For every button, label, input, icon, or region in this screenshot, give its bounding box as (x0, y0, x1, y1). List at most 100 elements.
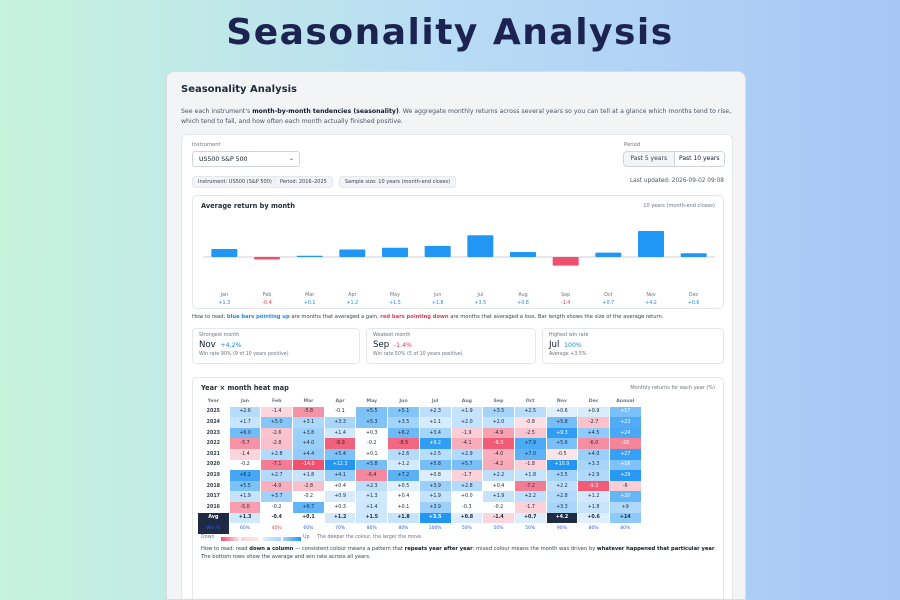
heatmap-help: How to read: read down a column — consis… (201, 546, 717, 560)
heatmap-cell: +1.4 (356, 501, 388, 513)
heatmap-cell: +5.8 (546, 417, 578, 428)
data-label: -0.4 (262, 300, 271, 306)
heatmap-cell: +1.8 (293, 470, 324, 481)
period-label: Period (624, 142, 641, 148)
heatmap-cell: +5.8 (419, 459, 451, 471)
heatmap-cell: -1.4 (261, 406, 293, 418)
heatmap-cell: +6.0 (229, 427, 261, 439)
heatmap-cell: +6.2 (388, 427, 419, 439)
heatmap-cell: -0.2 (261, 501, 293, 513)
heatmap-title: Year × month heat map (201, 384, 289, 392)
heatmap-cell: +3.5 (483, 406, 514, 418)
heatmap-cell: +0.1 (356, 448, 388, 460)
heatmap-row: 2023 +6.0 -2.6 +3.8 +1.4 +0.3 +6.2 +3.4 -1.9 -4.9… (198, 427, 641, 439)
heatmap-cell: -5.0 (229, 501, 261, 513)
heatmap-subtitle: Monthly returns for each year (%) (630, 385, 715, 391)
heatmap-table: Year Jan Feb Mar Apr May Jun Jul Aug Sep Oct Nov Dec… (197, 396, 642, 534)
heatmap-header-cell: Jul (431, 398, 439, 404)
heatmap-cell: +16 (609, 459, 641, 471)
heatmap-avg-cell: +1.3 (229, 512, 261, 524)
heatmap-cell: -7.1 (261, 459, 293, 471)
heatmap-cell: +1.8 (514, 470, 546, 481)
heatmap-cell: -6 (609, 480, 641, 492)
heatmap-cell: +10.9 (546, 459, 578, 471)
heatmap-cell: +7.2 (388, 470, 419, 481)
heatmap-cell: +5.3 (356, 417, 388, 428)
heatmap-card: Year × month heat map Monthly returns fo… (192, 377, 724, 599)
heatmap-cell: -1.7 (451, 470, 483, 481)
chip-period: Period: 2016–2025 (274, 176, 333, 188)
bar-aug (510, 252, 536, 257)
data-label: +0.1 (304, 300, 316, 306)
heatmap-cell: +2.8 (546, 491, 578, 502)
heatmap-cell: -6.0 (578, 438, 609, 449)
heatmap-cell: +0.9 (324, 491, 356, 502)
period-option-10y[interactable]: Past 10 years (673, 152, 724, 166)
data-label: +0.7 (603, 300, 615, 306)
heatmap-cell: +9 (609, 501, 641, 513)
heatmap-row: 2019 +8.2 +2.7 +1.8 +4.1 -6.4 +7.2 +0.8 -1.7 +2.2… (198, 470, 641, 481)
avg-return-card: Average return by month 10 years (month-… (192, 195, 724, 309)
heatmap-cell: +2.0 (483, 417, 514, 428)
heatmap-cell: +2.9 (451, 448, 483, 460)
heatmap-cell: +2.6 (229, 406, 261, 418)
heatmap-cell: -5.7 (229, 438, 261, 449)
heatmap-cell: -9.3 (578, 480, 609, 492)
heatmap-cell: -9.3 (483, 438, 514, 449)
heatmap-cell: +2.7 (261, 470, 293, 481)
tick-label: May (390, 292, 400, 298)
heatmap-cell: -2.6 (261, 427, 293, 439)
heatmap-cell: +2.3 (356, 480, 388, 492)
heatmap-cell: -1.4 (229, 448, 261, 460)
data-label: +1.3 (219, 300, 231, 306)
heatmap-year: 2017 (206, 494, 221, 500)
heatmap-cell: -20 (609, 438, 641, 449)
bar-jan (211, 248, 238, 257)
period-option-5y[interactable]: Past 5 years (630, 155, 668, 162)
heatmap-cell: -0.1 (324, 406, 356, 418)
heatmap-cell: +3.7 (261, 491, 293, 502)
period-toggle: Past 5 years Past 10 years (623, 151, 725, 167)
heatmap-cell: +0.9 (578, 406, 609, 418)
tick-label: Dec (689, 292, 699, 298)
heatmap-cell: +1.9 (419, 491, 451, 502)
heatmap-win-cell: 90% (556, 525, 567, 531)
heatmap-cell: -0.3 (451, 501, 483, 513)
heatmap-row: 2021 -1.4 +2.8 +4.4 +5.4 +0.1 +2.6 +2.5 +2.9 -4.0… (198, 448, 641, 460)
heatmap-cell: -7.2 (514, 480, 546, 492)
heatmap-cell: +1.9 (483, 491, 514, 502)
bar-jul (467, 235, 494, 257)
avg-return-chart: Jan +1.3 Feb -0.4 Mar +0.1 Apr +1.2 May +1.5 Jun +1… (203, 230, 715, 306)
heatmap-cell: +1.4 (324, 427, 356, 439)
tick-label: Apr (348, 292, 356, 298)
heatmap-win-cell: 80% (398, 525, 409, 531)
heatmap-cell: -8.5 (388, 438, 419, 449)
heatmap-avg-cell: +4.2 (546, 512, 578, 524)
heatmap-header-cell: Apr (335, 398, 345, 404)
heatmap-header-cell: Nov (556, 398, 567, 404)
heatmap-year: 2022 (206, 441, 221, 447)
heatmap-cell: -1.9 (451, 427, 483, 439)
instrument-select[interactable]: US500 S&P 500 ⌄ (192, 151, 300, 167)
bar-dec (680, 253, 707, 257)
panel-title: Seasonality Analysis (181, 84, 297, 95)
heatmap-avg-row: Avg +1.3 -0.4 +0.1 +1.2 +1.5 +1.8 +3.5 +0.8 -1.4 +… (198, 512, 641, 524)
heatmap-cell: +20 (609, 491, 641, 502)
heatmap-cell: -0.2 (483, 501, 514, 513)
heatmap-win-cell: 60% (240, 525, 251, 531)
heatmap-cell: +5.5 (229, 480, 261, 492)
tick-label: Mar (305, 292, 314, 298)
heatmap-cell: +0.3 (324, 501, 356, 513)
heatmap-cell: +2.3 (419, 406, 451, 418)
heatmap-cell: +3.9 (419, 501, 451, 513)
heatmap-avg-cell: +0.1 (293, 512, 324, 524)
heatmap-win-cell: 80% (588, 525, 599, 531)
data-label: +1.2 (347, 300, 359, 306)
heatmap-cell: +2.9 (578, 470, 609, 481)
panel-description: See each instrument's month-by-month ten… (181, 108, 732, 125)
heatmap-cell: +7.9 (514, 438, 546, 449)
heatmap-cell: +3.3 (578, 459, 609, 471)
heatmap-cell: +3.9 (419, 480, 451, 492)
bar-oct (595, 252, 622, 257)
heatmap-header-row: Year Jan Feb Mar Apr May Jun Jul Aug Sep Oct Nov Dec… (198, 396, 641, 407)
